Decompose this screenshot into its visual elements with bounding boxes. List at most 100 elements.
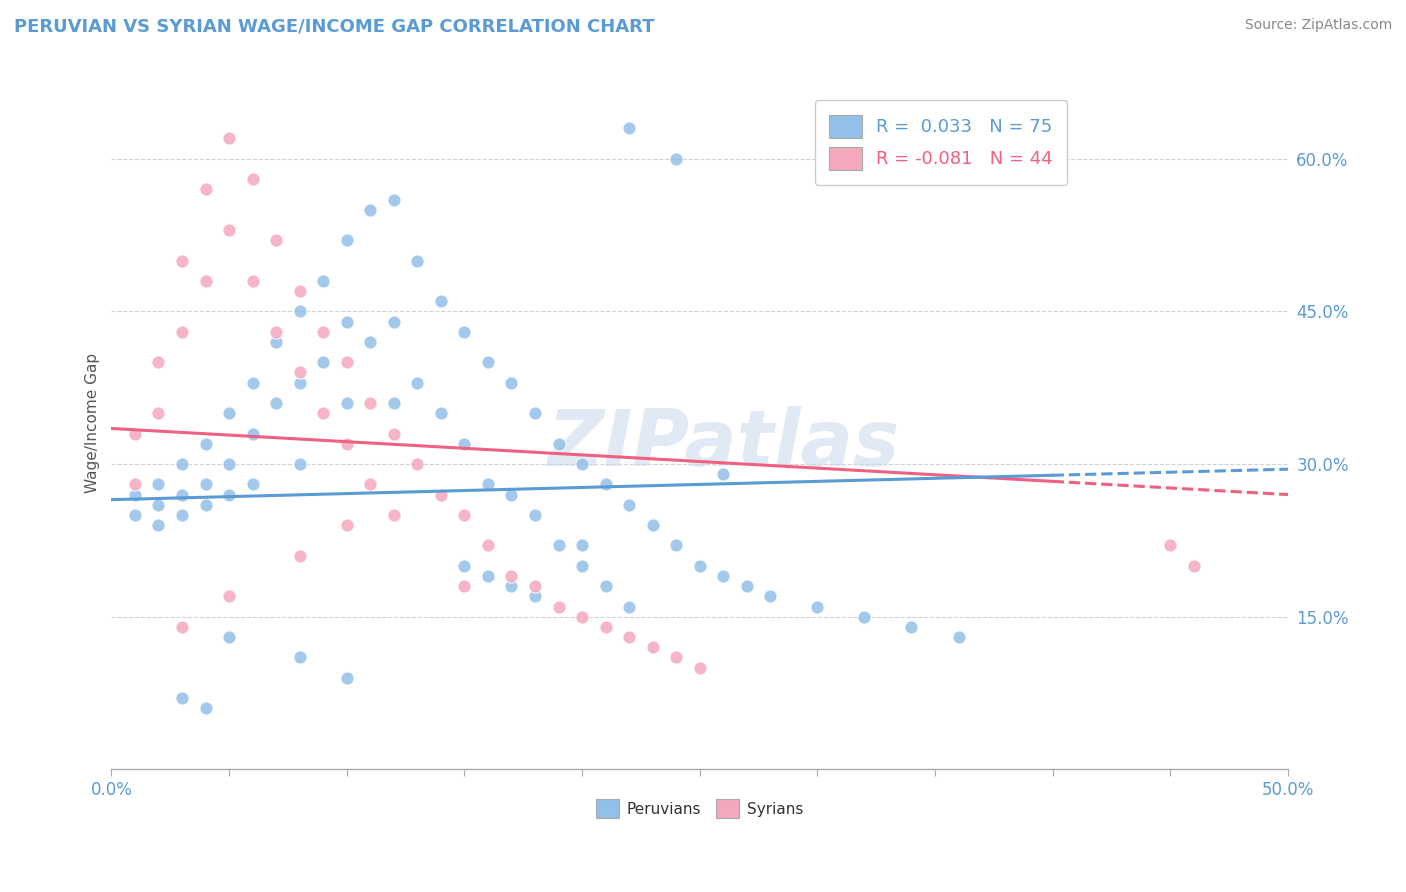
Point bbox=[453, 325, 475, 339]
Point bbox=[948, 630, 970, 644]
Point bbox=[264, 233, 287, 247]
Point bbox=[218, 630, 240, 644]
Point bbox=[288, 284, 311, 298]
Point bbox=[501, 579, 523, 593]
Point bbox=[148, 477, 170, 491]
Point bbox=[617, 121, 640, 136]
Point bbox=[853, 609, 876, 624]
Point bbox=[336, 518, 359, 533]
Point bbox=[641, 518, 664, 533]
Point bbox=[170, 487, 193, 501]
Point bbox=[523, 508, 546, 522]
Point bbox=[477, 539, 499, 553]
Point bbox=[312, 355, 335, 369]
Text: Source: ZipAtlas.com: Source: ZipAtlas.com bbox=[1244, 18, 1392, 32]
Point bbox=[359, 477, 381, 491]
Point bbox=[595, 620, 617, 634]
Point bbox=[288, 549, 311, 563]
Point bbox=[288, 376, 311, 390]
Point bbox=[148, 355, 170, 369]
Point bbox=[641, 640, 664, 655]
Point bbox=[1159, 539, 1181, 553]
Point bbox=[382, 315, 405, 329]
Point bbox=[523, 406, 546, 420]
Point bbox=[571, 609, 593, 624]
Point bbox=[312, 325, 335, 339]
Point bbox=[336, 396, 359, 410]
Point bbox=[759, 590, 782, 604]
Point bbox=[242, 274, 264, 288]
Point bbox=[242, 477, 264, 491]
Point bbox=[382, 426, 405, 441]
Point bbox=[547, 539, 569, 553]
Point bbox=[430, 406, 453, 420]
Point bbox=[711, 467, 734, 482]
Point bbox=[501, 569, 523, 583]
Point bbox=[148, 518, 170, 533]
Point bbox=[148, 406, 170, 420]
Point bbox=[194, 182, 217, 196]
Point bbox=[806, 599, 828, 614]
Point bbox=[264, 396, 287, 410]
Point bbox=[900, 620, 922, 634]
Point bbox=[406, 457, 429, 471]
Point bbox=[148, 498, 170, 512]
Point bbox=[382, 396, 405, 410]
Point bbox=[711, 569, 734, 583]
Point bbox=[453, 579, 475, 593]
Point bbox=[194, 477, 217, 491]
Point bbox=[617, 599, 640, 614]
Point bbox=[477, 569, 499, 583]
Point bbox=[1182, 558, 1205, 573]
Point bbox=[124, 477, 146, 491]
Point bbox=[595, 477, 617, 491]
Point bbox=[312, 406, 335, 420]
Point bbox=[170, 253, 193, 268]
Point bbox=[689, 660, 711, 674]
Point bbox=[242, 172, 264, 186]
Point bbox=[523, 590, 546, 604]
Point bbox=[406, 376, 429, 390]
Point bbox=[665, 650, 688, 665]
Point bbox=[665, 539, 688, 553]
Legend: Peruvians, Syrians: Peruvians, Syrians bbox=[591, 793, 810, 824]
Point bbox=[170, 620, 193, 634]
Point bbox=[382, 193, 405, 207]
Point bbox=[288, 650, 311, 665]
Point bbox=[242, 376, 264, 390]
Point bbox=[288, 304, 311, 318]
Point bbox=[523, 579, 546, 593]
Point bbox=[170, 691, 193, 706]
Point bbox=[359, 202, 381, 217]
Point bbox=[264, 325, 287, 339]
Point bbox=[689, 558, 711, 573]
Point bbox=[194, 498, 217, 512]
Point bbox=[501, 487, 523, 501]
Point bbox=[477, 477, 499, 491]
Point bbox=[382, 508, 405, 522]
Y-axis label: Wage/Income Gap: Wage/Income Gap bbox=[86, 353, 100, 493]
Point bbox=[218, 590, 240, 604]
Point bbox=[547, 436, 569, 450]
Point bbox=[571, 539, 593, 553]
Point bbox=[194, 274, 217, 288]
Text: PERUVIAN VS SYRIAN WAGE/INCOME GAP CORRELATION CHART: PERUVIAN VS SYRIAN WAGE/INCOME GAP CORRE… bbox=[14, 18, 655, 36]
Point bbox=[665, 152, 688, 166]
Point bbox=[547, 599, 569, 614]
Point bbox=[124, 487, 146, 501]
Point bbox=[218, 406, 240, 420]
Point bbox=[194, 701, 217, 715]
Point bbox=[336, 671, 359, 685]
Point bbox=[453, 558, 475, 573]
Point bbox=[359, 396, 381, 410]
Point bbox=[595, 579, 617, 593]
Text: ZIPatlas: ZIPatlas bbox=[547, 406, 900, 483]
Point bbox=[359, 334, 381, 349]
Point bbox=[571, 558, 593, 573]
Point bbox=[501, 376, 523, 390]
Point bbox=[218, 223, 240, 237]
Point bbox=[242, 426, 264, 441]
Point bbox=[124, 508, 146, 522]
Point bbox=[571, 457, 593, 471]
Point bbox=[453, 508, 475, 522]
